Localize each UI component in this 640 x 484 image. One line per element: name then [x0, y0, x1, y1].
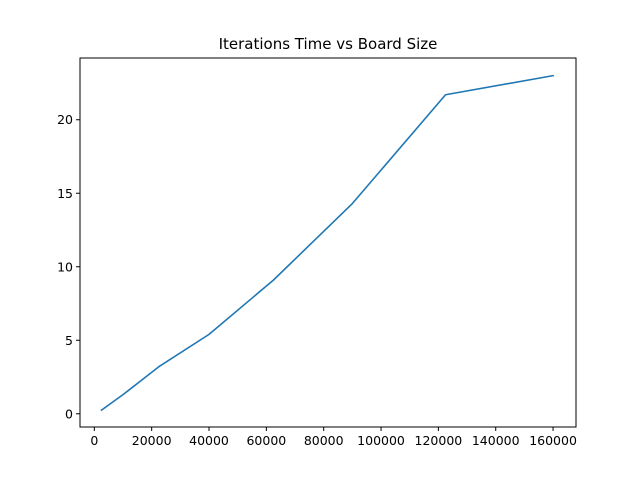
y-tick-label-4: 20 — [57, 112, 73, 127]
y-tick-label-0: 0 — [65, 406, 73, 421]
x-tick-label-4: 80000 — [304, 433, 344, 448]
y-tick-label-1: 5 — [65, 333, 73, 348]
x-tick-label-1: 20000 — [132, 433, 172, 448]
x-tick-label-3: 60000 — [246, 433, 286, 448]
chart-title: Iterations Time vs Board Size — [219, 35, 438, 53]
x-tick-label-2: 40000 — [189, 433, 229, 448]
y-tick-label-2: 10 — [57, 259, 73, 274]
y-tick-label-3: 15 — [57, 186, 73, 201]
axes-frame — [79, 57, 577, 428]
x-tick-label-5: 100000 — [357, 433, 405, 448]
x-tick-label-0: 0 — [90, 433, 98, 448]
x-tick-label-8: 160000 — [529, 433, 577, 448]
series-line-0 — [100, 74, 554, 412]
plot-area: 0 20000 40000 60000 80000 100000 120000 140000 1… — [57, 57, 577, 448]
x-tick-label-7: 140000 — [472, 433, 520, 448]
x-tick-label-6: 120000 — [415, 433, 463, 448]
